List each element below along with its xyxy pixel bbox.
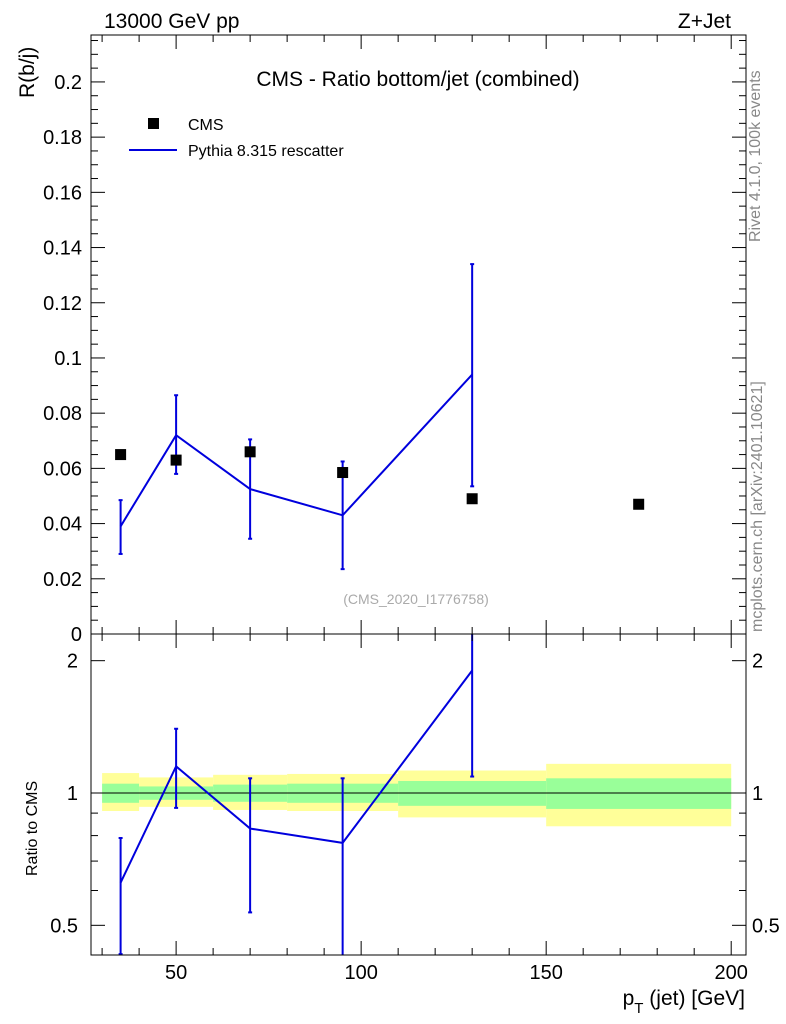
y-tick-label-bottom-left: 2 (67, 651, 78, 673)
x-axis-label-rest: (jet) [GeV] (643, 987, 745, 1010)
data-point (337, 467, 349, 479)
ratio-panel (118, 634, 475, 956)
process-label: Z+Jet (678, 10, 731, 33)
data-point (115, 449, 127, 461)
y-tick-label-top: 0.04 (43, 514, 82, 536)
legend-mc-label: Pythia 8.315 rescatter (188, 143, 344, 160)
y-tick-label-top: 0 (71, 624, 82, 646)
x-tick-label: 100 (344, 962, 377, 984)
y-tick-label-top: 0.14 (43, 238, 82, 260)
x-axis-label: pT (jet) [GeV] (623, 987, 745, 1017)
y-tick-label-top: 0.12 (43, 293, 82, 315)
rivet-label: Rivet 4.1.0, 100k events (747, 70, 764, 242)
y-tick-label-top: 0.2 (54, 72, 82, 94)
y-tick-label-top: 0.02 (43, 569, 82, 591)
y-tick-label-bottom-right: 1 (752, 783, 763, 805)
y-tick-label-top: 0.18 (43, 127, 82, 149)
mcplots-label: mcplots.cern.ch [arXiv:2401.10621] (749, 381, 766, 632)
uncertainty-bands (91, 763, 746, 827)
y-axis-label-bottom: Ratio to CMS (24, 781, 41, 876)
mc-series-line (119, 373, 473, 527)
data-point (633, 498, 645, 510)
main-panel (115, 263, 645, 571)
y-tick-label-bottom-left: 1 (67, 783, 78, 805)
y-tick-label-top: 0.16 (43, 182, 82, 204)
chart-title: CMS - Ratio bottom/jet (combined) (256, 68, 579, 91)
legend-data-label: CMS (188, 117, 224, 134)
ratio-frame (90, 633, 747, 956)
y-axis-label-top: R(b/j) (16, 47, 39, 98)
y-tick-label-top: 0.06 (43, 458, 82, 480)
data-point (244, 446, 256, 458)
y-tick-label-bottom-right: 2 (752, 651, 763, 673)
analysis-id: (CMS_2020_I1776758) (343, 591, 489, 607)
y-tick-label-bottom-left: 0.5 (50, 915, 78, 937)
y-tick-label-bottom-right: 0.5 (752, 915, 780, 937)
data-point (466, 493, 478, 505)
axes: 50 100 150 200 0 0.02 0.04 0.06 0.08 0.1 0.12 0.14 0… (43, 34, 780, 984)
x-tick-label: 200 (715, 962, 748, 984)
chart-text: CMS - Ratio bottom/jet (combined) (CMS_2… (129, 68, 580, 607)
energy-label: 13000 GeV pp (104, 10, 239, 33)
x-axis-label-main: p (623, 987, 635, 1010)
data-point (170, 454, 182, 466)
legend-data-marker (148, 118, 159, 129)
x-axis-label-sub: T (634, 1000, 643, 1017)
y-tick-label-top: 0.08 (43, 403, 82, 425)
y-tick-label-top: 0.1 (54, 348, 82, 370)
x-tick-label: 50 (165, 962, 187, 984)
band-inner (546, 778, 732, 809)
x-tick-label: 150 (529, 962, 562, 984)
